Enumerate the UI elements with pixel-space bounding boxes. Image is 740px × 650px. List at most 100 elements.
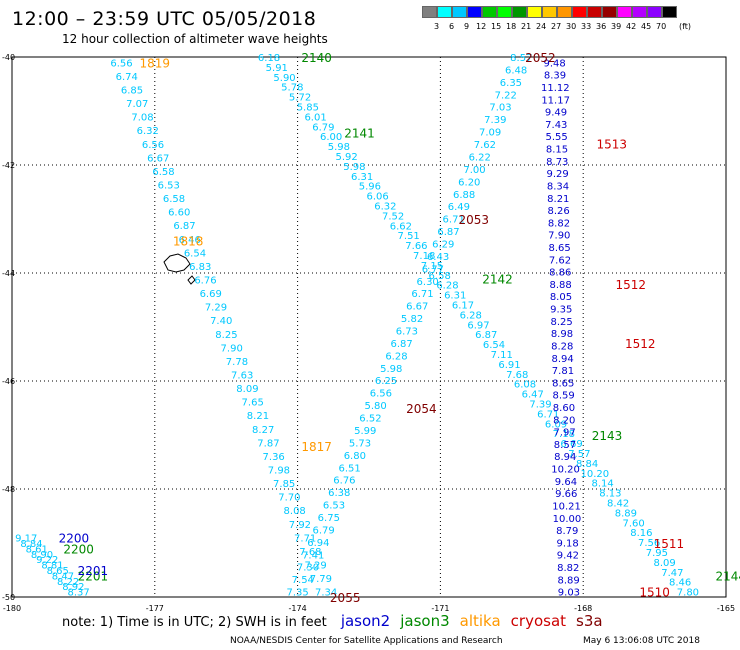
wave-height-value: 6.54 [184, 248, 206, 259]
wave-height-value: 5.72 [289, 93, 311, 104]
wave-height-value: 6.51 [338, 463, 360, 474]
wave-height-value: 6.91 [498, 360, 520, 371]
wave-height-value: 6.28 [385, 351, 407, 362]
wave-height-value: 8.79 [556, 526, 578, 537]
wave-height-value: 7.71 [294, 533, 316, 544]
wave-height-value: 10.21 [552, 501, 581, 512]
wave-height-value: 6.29 [432, 239, 454, 250]
wave-height-value: 7.40 [210, 316, 232, 327]
wave-height-value: 8.09 [236, 384, 258, 395]
color-legend [422, 6, 677, 18]
wave-height-value: 6.79 [312, 122, 334, 133]
legend-label: 18 [506, 22, 517, 31]
y-tick-label: -42 [2, 161, 15, 170]
wave-height-value: 8.57 [510, 53, 532, 64]
wave-height-value: 6.77 [422, 264, 444, 275]
wave-height-value: 6.69 [560, 439, 582, 450]
wave-height-value: 6.97 [467, 320, 489, 331]
legend-swatch [482, 6, 497, 18]
wave-height-value: 8.59 [552, 391, 574, 402]
wave-height-value: 7.29 [205, 303, 227, 314]
wave-height-value: 8.81 [41, 561, 63, 572]
wave-height-value: 8.34 [547, 181, 569, 192]
wave-height-value: 11.17 [541, 95, 570, 106]
wave-height-value: 5.98 [328, 142, 350, 153]
axis-ticks: -180 -177 -174 -171 -168 -165 -40 -42 -44 -46 -48 -… [2, 53, 735, 613]
wave-height-value: 7.08 [131, 113, 153, 124]
wave-height-value: 8.13 [599, 489, 621, 500]
wave-height-value: 8.47 [52, 571, 74, 582]
wave-height-value: 10.00 [553, 514, 582, 525]
legend-label: 30 [566, 22, 577, 31]
wave-height-value: 7.18 [553, 429, 575, 440]
legend-swatch [527, 6, 542, 18]
wave-height-value: 9.48 [544, 58, 566, 69]
wave-height-value: 7.81 [552, 366, 574, 377]
wave-height-value: 7.63 [231, 370, 253, 381]
wave-height-value: 8.16 [630, 528, 652, 539]
wave-height-value: 6.22 [469, 152, 491, 163]
x-tick-label: -171 [431, 604, 449, 613]
wave-height-value: 8.57 [554, 440, 576, 451]
pass-time-label: 2142 [482, 272, 513, 286]
wave-height-value: 6.67 [147, 153, 169, 164]
wave-height-value: 6.08 [514, 380, 536, 391]
pass-time-label: 2200 [63, 542, 94, 556]
wave-height-value: 8.98 [551, 329, 573, 340]
wave-height-value: 9.03 [558, 588, 580, 599]
wave-height-value: 8.90 [31, 550, 53, 561]
legend-swatch [452, 6, 467, 18]
wave-height-value: 6.48 [505, 65, 527, 76]
wave-height-value: 7.60 [622, 518, 644, 529]
map-grid [12, 57, 726, 597]
wave-height-value: 5.80 [365, 401, 387, 412]
wave-height-value: 6.62 [390, 221, 412, 232]
wave-height-value: 7.39 [529, 400, 551, 411]
wave-height-value: 7.95 [646, 548, 668, 559]
wave-height-value: 6.87 [173, 221, 195, 232]
wave-height-value: 6.87 [475, 330, 497, 341]
x-tick-label: -177 [146, 604, 164, 613]
wave-height-value: 7.00 [463, 165, 485, 176]
wave-height-value: 6.94 [307, 538, 329, 549]
legend-swatch [632, 6, 647, 18]
wave-height-value: 7.39 [484, 115, 506, 126]
wave-height-value: 9.35 [550, 305, 572, 316]
wave-height-value: 8.84 [20, 539, 42, 550]
legend-label: 45 [641, 22, 652, 31]
wave-height-value: 10.20 [551, 465, 580, 476]
legend-label: 42 [626, 22, 637, 31]
wave-height-value: 8.65 [552, 378, 574, 389]
satellite-name: s3a [576, 612, 603, 630]
x-tick-label: -168 [574, 604, 592, 613]
wave-height-value: 7.18 [413, 251, 435, 262]
wave-height-value: 6.87 [437, 227, 459, 238]
legend-swatch [662, 6, 677, 18]
legend-label: 36 [596, 22, 607, 31]
legend-label: 24 [536, 22, 547, 31]
wave-height-value: 6.52 [359, 414, 381, 425]
wave-height-value: 8.94 [554, 452, 576, 463]
wave-height-value: 5.98 [380, 364, 402, 375]
wave-height-value: 6.31 [444, 291, 466, 302]
wave-height-value: 8.05 [550, 292, 572, 303]
pass-time-label: 1510 [639, 586, 670, 600]
legend-swatch [572, 6, 587, 18]
wave-height-value: 5.85 [297, 103, 319, 114]
wave-height-value: 6.58 [152, 167, 174, 178]
wave-height-value: 6.73 [396, 327, 418, 338]
pass-time-label: 1511 [654, 537, 685, 551]
wave-height-value: 6.83 [189, 262, 211, 273]
wave-height-value: 6.53 [323, 501, 345, 512]
pass-time-label: 2052 [525, 51, 556, 65]
wave-height-value: 6.32 [137, 126, 159, 137]
legend-swatch [602, 6, 617, 18]
wave-height-value: 7.80 [677, 588, 699, 599]
wave-height-value: 6.18 [258, 53, 280, 64]
wave-height-value: 7.85 [273, 479, 295, 490]
wave-height-value: 7.11 [491, 350, 513, 361]
wave-height-value: 7.34 [315, 588, 337, 599]
wave-height-value: 6.47 [522, 390, 544, 401]
wave-height-value: 8.73 [546, 157, 568, 168]
